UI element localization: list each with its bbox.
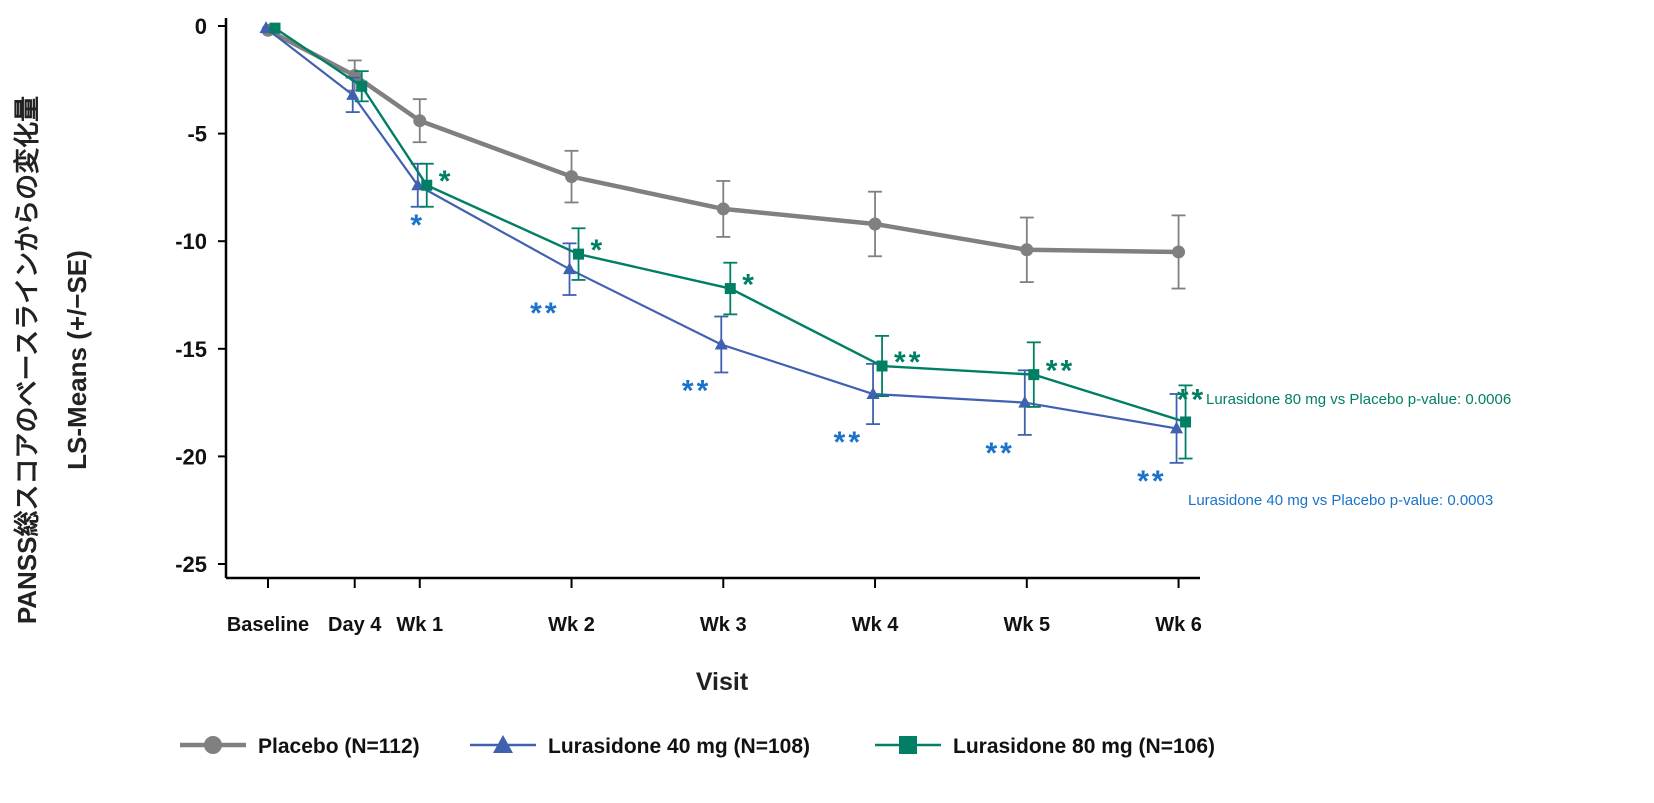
legend-marker	[899, 736, 917, 754]
x-tick-label: Wk 4	[852, 614, 900, 636]
data-point	[716, 202, 730, 216]
significance-stars: *	[410, 209, 425, 242]
x-tick-label: Day 4	[328, 614, 382, 636]
data-point	[259, 21, 273, 34]
data-point	[724, 283, 736, 295]
y-tick-label: -20	[175, 444, 207, 469]
significance-stars: **	[834, 426, 863, 459]
data-point	[413, 114, 427, 128]
significance-stars: **	[1046, 355, 1075, 388]
significance-stars: **	[1177, 383, 1206, 416]
data-point	[346, 87, 360, 100]
data-point	[1170, 421, 1184, 434]
data-point	[876, 360, 888, 372]
data-point	[714, 337, 728, 350]
x-tick-label: Wk 5	[1003, 614, 1050, 636]
data-point	[868, 217, 882, 231]
y-tick-label: -25	[175, 552, 207, 577]
data-point	[356, 80, 368, 92]
legend-label: Lurasidone 80 mg (N=106)	[953, 735, 1215, 758]
series-line	[274, 27, 1186, 424]
x-tick-label: Wk 1	[396, 614, 443, 636]
significance-stars: **	[894, 346, 923, 379]
significance-stars: **	[985, 437, 1014, 470]
x-tick-label: Wk 3	[700, 614, 747, 636]
y-axis-title-line1: PANSS総スコアのベースラインからの変化量	[12, 95, 42, 625]
significance-stars: **	[530, 297, 559, 330]
legend-marker	[493, 735, 513, 753]
data-point	[421, 179, 433, 191]
data-point	[1028, 369, 1040, 381]
x-tick-label: Baseline	[227, 614, 309, 636]
y-tick-label: 0	[195, 14, 207, 39]
pvalue-annotation-40mg: Lurasidone 40 mg vs Placebo p-value: 0.0…	[1188, 492, 1493, 509]
y-tick-label: -15	[175, 337, 207, 362]
significance-stars: *	[742, 269, 757, 302]
significance-stars: *	[591, 234, 606, 267]
significance-stars: *	[439, 165, 454, 198]
significance-stars: **	[682, 374, 711, 407]
data-point	[565, 170, 579, 184]
x-tick-label: Wk 2	[548, 614, 595, 636]
data-point	[563, 262, 577, 275]
legend-marker	[204, 736, 222, 754]
legend-label: Lurasidone 40 mg (N=108)	[548, 735, 810, 758]
data-point	[1018, 395, 1032, 408]
y-tick-label: -10	[175, 229, 207, 254]
x-axis-title: Visit	[696, 668, 749, 696]
data-point	[411, 178, 425, 191]
y-axis-title-line2: LS-Means (+/−SE)	[62, 250, 92, 470]
data-point	[573, 248, 585, 260]
data-point	[1180, 416, 1192, 428]
y-tick-label: -5	[187, 122, 207, 147]
series-line	[265, 27, 1177, 430]
significance-stars: **	[1137, 465, 1166, 498]
data-point	[269, 22, 281, 34]
data-point	[1172, 245, 1186, 259]
data-point	[1020, 243, 1034, 257]
legend-label: Placebo (N=112)	[258, 735, 420, 758]
pvalue-annotation-80mg: Lurasidone 80 mg vs Placebo p-value: 0.0…	[1206, 391, 1511, 408]
x-tick-label: Wk 6	[1155, 614, 1202, 636]
